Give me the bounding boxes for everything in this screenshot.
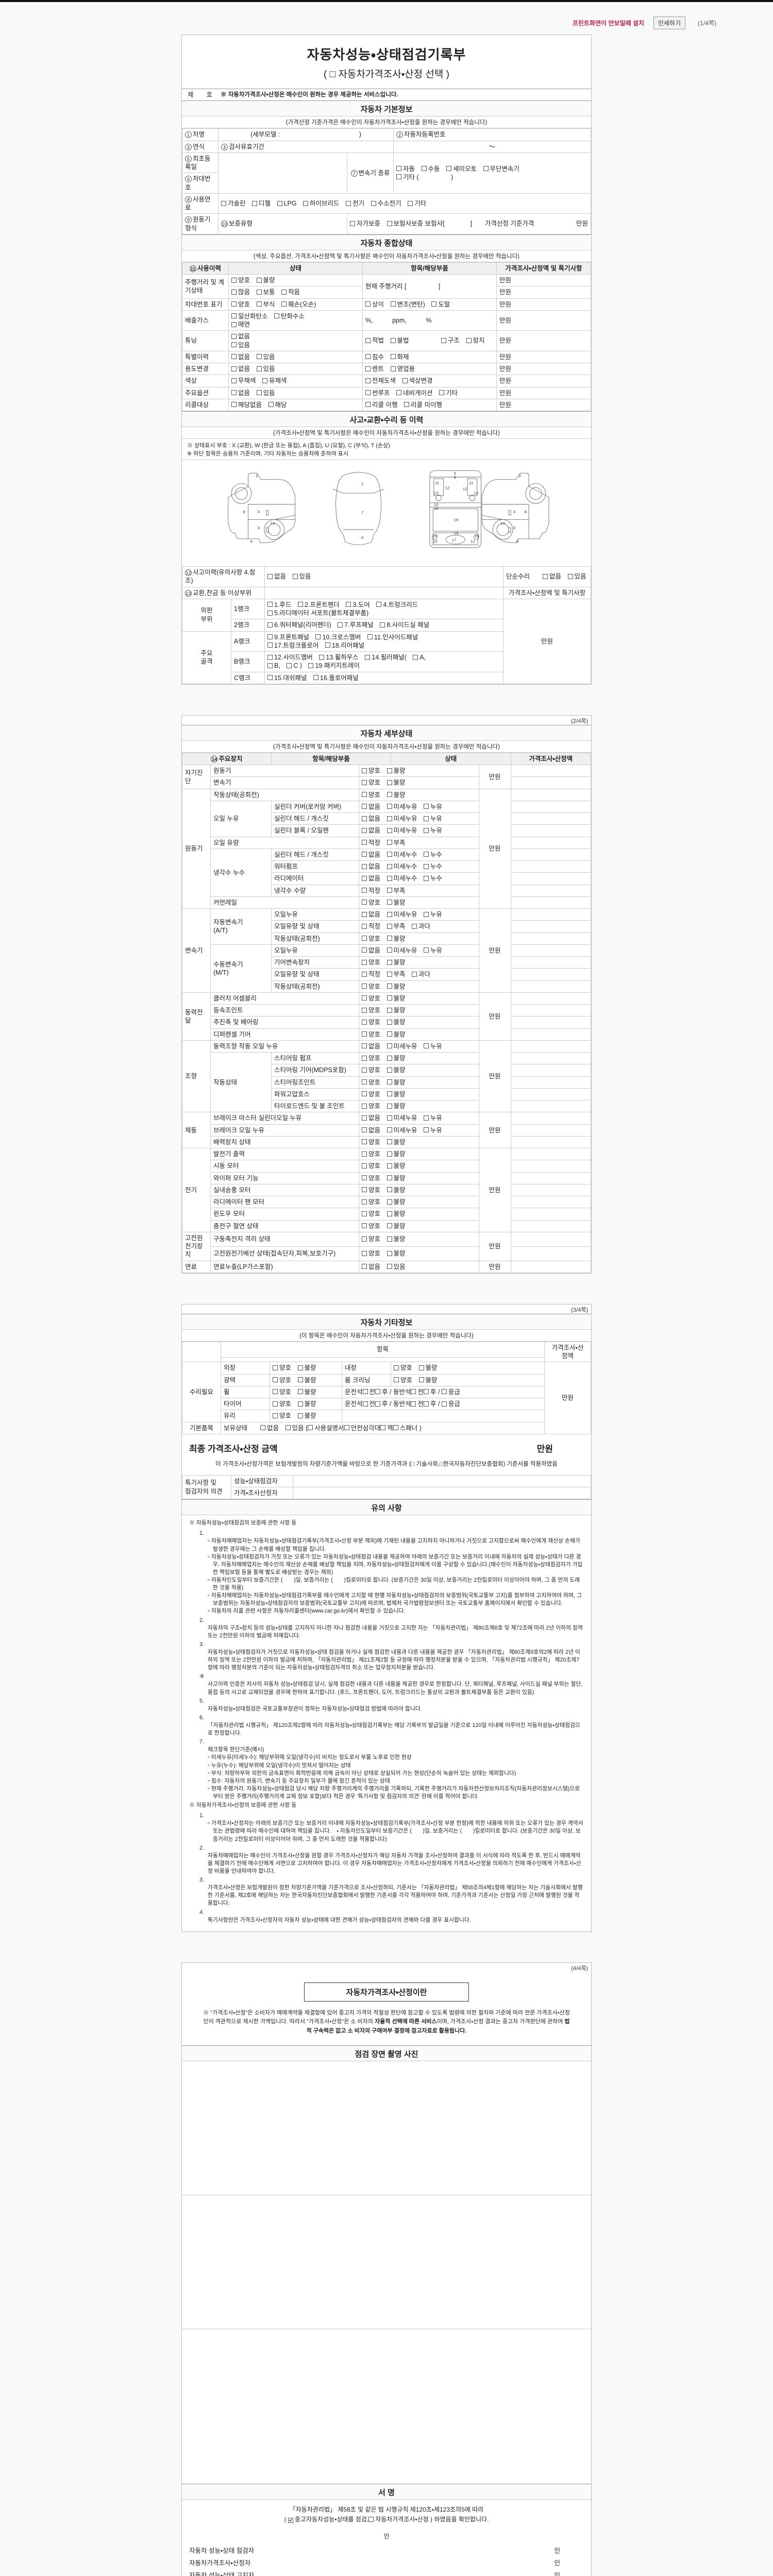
svg-text:8: 8 xyxy=(243,510,245,514)
svg-text:11: 11 xyxy=(435,481,439,485)
svg-text:3: 3 xyxy=(258,526,260,530)
svg-text:6: 6 xyxy=(516,539,518,544)
svg-text:15: 15 xyxy=(434,506,439,511)
svg-text:11: 11 xyxy=(469,481,473,485)
svg-text:6: 6 xyxy=(250,539,253,544)
svg-text:14: 14 xyxy=(270,521,275,526)
svg-text:13: 13 xyxy=(433,534,438,538)
svg-text:3: 3 xyxy=(258,510,260,514)
svg-text:13: 13 xyxy=(434,491,439,496)
svg-text:13: 13 xyxy=(475,534,479,538)
svg-text:17: 17 xyxy=(452,538,457,543)
svg-text:9: 9 xyxy=(454,475,456,480)
svg-text:3: 3 xyxy=(513,510,515,514)
svg-text:12: 12 xyxy=(445,485,450,490)
svg-text:3: 3 xyxy=(513,526,515,530)
svg-text:12: 12 xyxy=(470,539,475,544)
svg-text:16: 16 xyxy=(454,518,459,522)
svg-text:13: 13 xyxy=(474,491,479,496)
svg-text:12: 12 xyxy=(433,539,438,544)
svg-text:2: 2 xyxy=(256,473,258,478)
svg-text:7: 7 xyxy=(361,510,363,515)
svg-text:2: 2 xyxy=(519,473,521,478)
svg-text:4: 4 xyxy=(361,535,364,540)
svg-text:14: 14 xyxy=(500,521,505,526)
svg-text:1: 1 xyxy=(361,482,363,486)
svg-text:8: 8 xyxy=(525,510,527,514)
svg-text:12: 12 xyxy=(463,487,467,492)
svg-text:19: 19 xyxy=(454,531,459,535)
